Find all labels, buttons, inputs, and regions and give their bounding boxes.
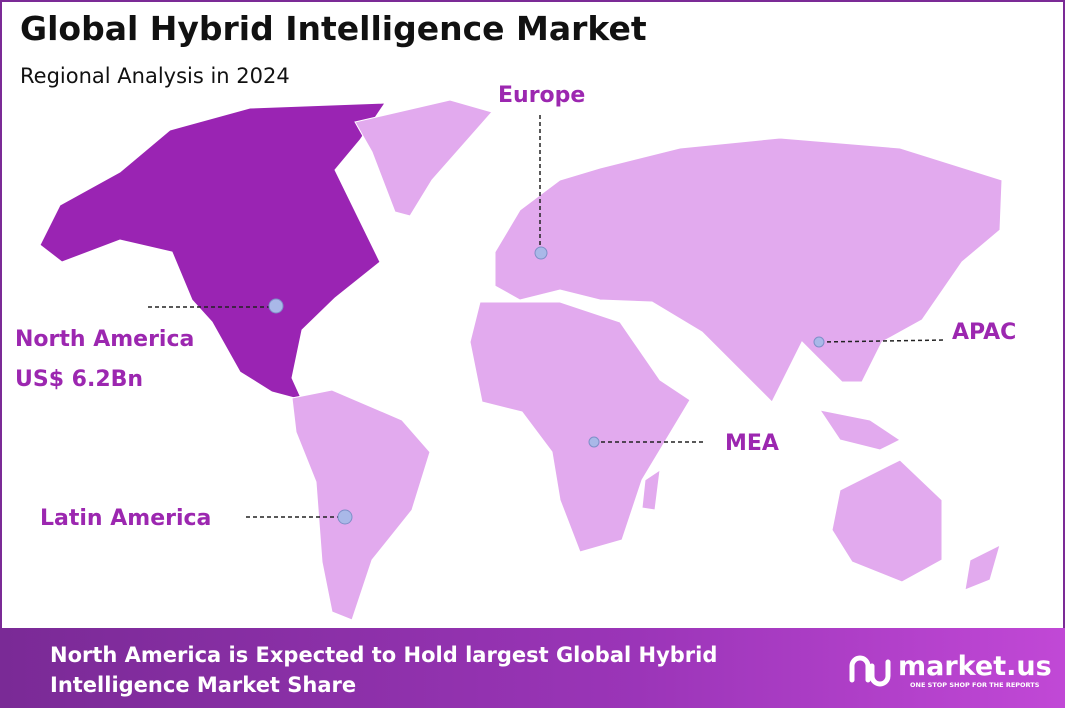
greenland-shape [354, 99, 493, 217]
brand-logo: market.us ONE STOP SHOP FOR THE REPORTS [849, 651, 1052, 689]
region-label: Europe [498, 83, 585, 108]
subtitle: Regional Analysis in 2024 [20, 64, 290, 88]
australia-shape [831, 459, 943, 583]
africa-shape [469, 301, 691, 553]
south-america-shape [291, 389, 431, 621]
marker [268, 298, 284, 314]
callouts: Europe North America US$ 6.2Bn APAC MEA … [15, 83, 1016, 531]
title: Global Hybrid Intelligence Market [20, 9, 647, 48]
region-label: North America [15, 327, 194, 352]
islands-shape [964, 544, 1001, 591]
footer-text: North America is Expected to Hold larges… [50, 643, 717, 667]
north-america-shape [39, 102, 386, 401]
eurasia-shape [494, 137, 1003, 403]
islands-shape [641, 468, 661, 511]
marker [588, 436, 600, 448]
region-label: Latin America [40, 506, 211, 531]
footer-text: Intelligence Market Share [50, 673, 356, 697]
marker [337, 509, 353, 525]
brand-name: market.us [898, 651, 1052, 682]
region-label: MEA [725, 431, 779, 456]
brand-tagline: ONE STOP SHOP FOR THE REPORTS [910, 681, 1040, 689]
marker [534, 246, 548, 260]
islands-shape [818, 409, 901, 451]
world-map [39, 99, 1003, 621]
marker [813, 336, 825, 348]
region-label: APAC [952, 320, 1016, 345]
region-value: US$ 6.2Bn [15, 367, 143, 392]
